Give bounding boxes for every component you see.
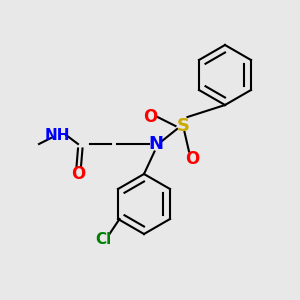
Text: NH: NH bbox=[44, 128, 70, 142]
Text: Cl: Cl bbox=[95, 232, 112, 247]
Text: O: O bbox=[185, 150, 199, 168]
Text: S: S bbox=[176, 117, 190, 135]
Text: O: O bbox=[143, 108, 157, 126]
Text: N: N bbox=[148, 135, 164, 153]
Text: O: O bbox=[71, 165, 85, 183]
